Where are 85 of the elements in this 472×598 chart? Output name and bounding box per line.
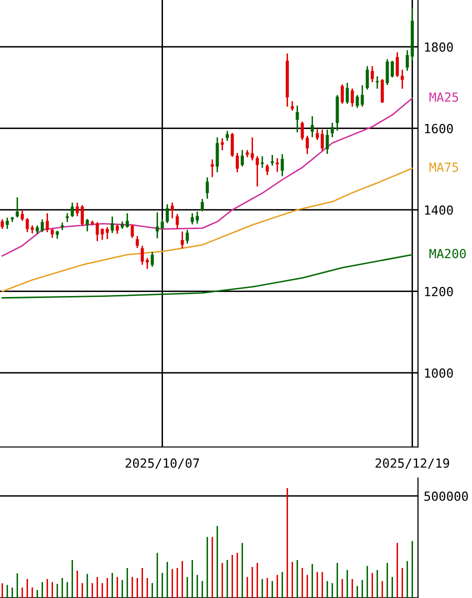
candlestick: [386, 59, 389, 86]
candlestick: [156, 212, 159, 238]
candlestick: [190, 213, 194, 224]
candlestick: [80, 205, 84, 226]
series-label: MA25: [429, 92, 458, 102]
candlestick: [200, 198, 204, 212]
y-tick-label: 1600: [425, 124, 453, 134]
candlestick: [346, 82, 349, 104]
candlestick: [350, 88, 354, 107]
y-tick-label: 1400: [425, 205, 453, 215]
candlestick: [360, 85, 364, 107]
candlestick: [6, 218, 9, 229]
x-tick-label: 2025/10/07: [126, 458, 199, 469]
series-label: MA75: [429, 162, 458, 172]
candlestick: [396, 52, 399, 77]
candlestick: [306, 136, 309, 154]
candlestick: [10, 216, 14, 222]
candlestick: [326, 130, 329, 154]
candlestick: [166, 204, 169, 224]
y-tick-label: 500000: [424, 491, 468, 501]
candlestick: [90, 220, 94, 226]
candlestick: [180, 232, 184, 248]
candlestick: [300, 122, 304, 140]
x-tick-label: 2025/12/19: [376, 458, 450, 469]
line-series: [2, 168, 413, 292]
candlestick: [76, 202, 79, 216]
y-tick-label: 1200: [425, 286, 453, 296]
candlestick: [70, 202, 74, 218]
y-tick-label: 1000: [425, 368, 453, 378]
candlestick: [260, 156, 264, 168]
candlestick: [26, 218, 29, 232]
candlestick: [266, 164, 269, 176]
candlestick: [400, 70, 404, 89]
candlestick: [66, 213, 69, 222]
candlestick: [270, 154, 274, 166]
candlestick: [330, 122, 334, 138]
candlestick: [150, 252, 154, 267]
candlestick: [126, 213, 129, 228]
candlestick: [176, 214, 179, 229]
candlestick: [280, 154, 284, 176]
candlestick: [220, 138, 224, 150]
candlestick: [310, 116, 314, 138]
candlestick: [406, 50, 409, 71]
line-series: [2, 254, 413, 299]
candlestick: [240, 150, 244, 167]
candlestick: [146, 258, 149, 269]
candlestick: [216, 137, 219, 172]
candlestick: [340, 84, 344, 104]
candlestick: [196, 212, 199, 224]
line-series: [2, 98, 413, 257]
candlestick: [236, 152, 239, 172]
candlestick: [250, 137, 254, 160]
candlestick: [60, 222, 64, 230]
candlestick: [380, 79, 384, 103]
candlestick: [20, 210, 24, 221]
candlestick: [320, 130, 324, 151]
candlestick: [376, 76, 379, 89]
candlestick: [316, 129, 319, 140]
candlestick: [46, 213, 49, 232]
candlestick: [160, 219, 164, 230]
candlestick: [206, 177, 209, 199]
candlestick: [16, 197, 19, 218]
candlestick: [210, 159, 214, 178]
candlestick: [130, 224, 134, 238]
candlestick: [276, 158, 279, 172]
candlestick: [356, 95, 359, 108]
candlestick: [110, 216, 114, 233]
candlestick: [40, 219, 44, 232]
candlestick: [256, 156, 259, 187]
candlestick: [136, 236, 139, 248]
candlestick: [230, 132, 234, 157]
series-label: MA200: [429, 248, 466, 258]
candlestick: [290, 101, 294, 111]
candlestick: [390, 60, 394, 78]
candlestick: [296, 106, 299, 132]
y-tick-label: 1800: [425, 42, 453, 52]
candlestick: [366, 66, 369, 90]
candlestick: [140, 246, 144, 265]
candlestick: [100, 228, 104, 240]
candlestick: [106, 227, 109, 240]
candlestick: [186, 230, 189, 244]
candlestick: [30, 225, 34, 234]
candlestick: [370, 66, 374, 82]
candlestick: [96, 222, 99, 242]
candlestick: [86, 218, 89, 232]
